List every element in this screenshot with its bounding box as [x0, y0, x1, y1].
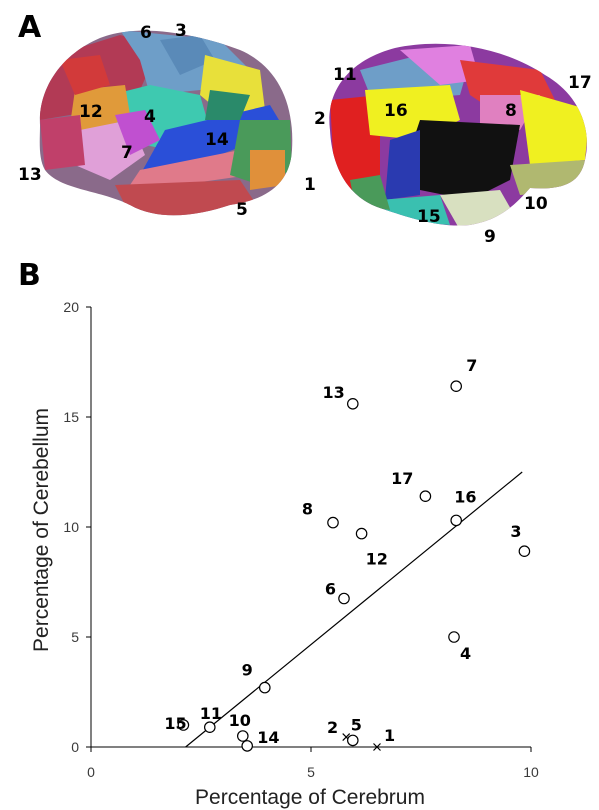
region-label-17: 17	[568, 73, 592, 93]
region-label-4: 4	[144, 107, 156, 127]
point-label-11: 11	[200, 704, 222, 723]
region-label-12: 12	[79, 102, 103, 122]
y-tick-label: 20	[63, 299, 79, 315]
region-label-8: 8	[505, 101, 517, 121]
region-label-15: 15	[417, 207, 441, 227]
panel-a-letter: A	[18, 10, 42, 45]
point-label-3: 3	[510, 522, 521, 541]
data-point-cross-1	[373, 743, 381, 751]
point-label-10: 10	[229, 711, 251, 730]
data-point-17	[419, 490, 432, 502]
regression-line	[185, 471, 523, 748]
region-label-13: 13	[18, 165, 42, 185]
point-label-4: 4	[460, 644, 471, 663]
panel-b-letter: B	[18, 258, 41, 293]
data-point-7	[450, 380, 462, 392]
data-point-13	[346, 397, 359, 410]
region-label-5: 5	[236, 200, 248, 220]
x-tick-label: 0	[87, 764, 95, 780]
data-point-3	[518, 545, 531, 557]
data-point-11	[204, 721, 216, 733]
data-point-12	[355, 527, 368, 540]
cross-stroke	[342, 733, 351, 742]
point-label-15: 15	[164, 714, 186, 733]
data-point-10	[237, 730, 249, 742]
cross-stroke	[373, 743, 381, 751]
brain-surface-figure: 6 3 12 4 7 14 13 1 5 11 2 16 8 17 10 15 …	[18, 21, 592, 247]
data-point-8	[327, 516, 339, 529]
point-label-17: 17	[391, 469, 413, 488]
data-points	[177, 380, 531, 752]
point-label-1: 1	[384, 726, 395, 745]
point-label-8: 8	[302, 500, 313, 519]
y-tick-label: 5	[71, 629, 79, 645]
y-tick-label: 0	[71, 739, 79, 755]
point-label-14: 14	[257, 728, 279, 747]
x-tick-label: 10	[523, 764, 539, 780]
region-label-14: 14	[205, 130, 229, 150]
data-point-15	[177, 719, 190, 731]
point-label-9: 9	[242, 661, 253, 680]
trend-line-group	[185, 471, 523, 748]
point-label-16: 16	[454, 487, 476, 506]
region-label-9: 9	[484, 227, 496, 247]
region-label-3: 3	[175, 21, 187, 41]
y-tick-label: 10	[63, 519, 79, 535]
region-label-11: 11	[333, 65, 357, 85]
data-point-9	[258, 681, 271, 694]
lateral-hemisphere	[39, 30, 293, 216]
point-label-5: 5	[351, 715, 362, 734]
point-label-2: 2	[327, 718, 338, 737]
data-point-14	[241, 740, 253, 752]
y-tick-label: 15	[63, 409, 79, 425]
region-label-7: 7	[121, 143, 133, 163]
region-label-1: 1	[304, 175, 316, 195]
data-point-6	[338, 592, 350, 605]
x-axis-title: Percentage of Cerebrum	[195, 786, 425, 809]
region-label-6: 6	[140, 23, 152, 43]
data-point-16	[450, 514, 462, 527]
y-axis-title: Percentage of Cerebellum	[30, 408, 53, 652]
data-point-5	[346, 734, 359, 747]
point-label-12: 12	[366, 550, 388, 569]
chart-axes	[90, 307, 531, 748]
x-tick-label: 5	[307, 764, 315, 780]
region-label-2: 2	[314, 109, 326, 129]
region-label-10: 10	[524, 194, 548, 214]
point-label-13: 13	[323, 383, 345, 402]
point-label-7: 7	[466, 356, 477, 375]
point-label-6: 6	[325, 580, 336, 599]
region-label-16: 16	[384, 101, 408, 121]
data-point-4	[448, 631, 460, 643]
